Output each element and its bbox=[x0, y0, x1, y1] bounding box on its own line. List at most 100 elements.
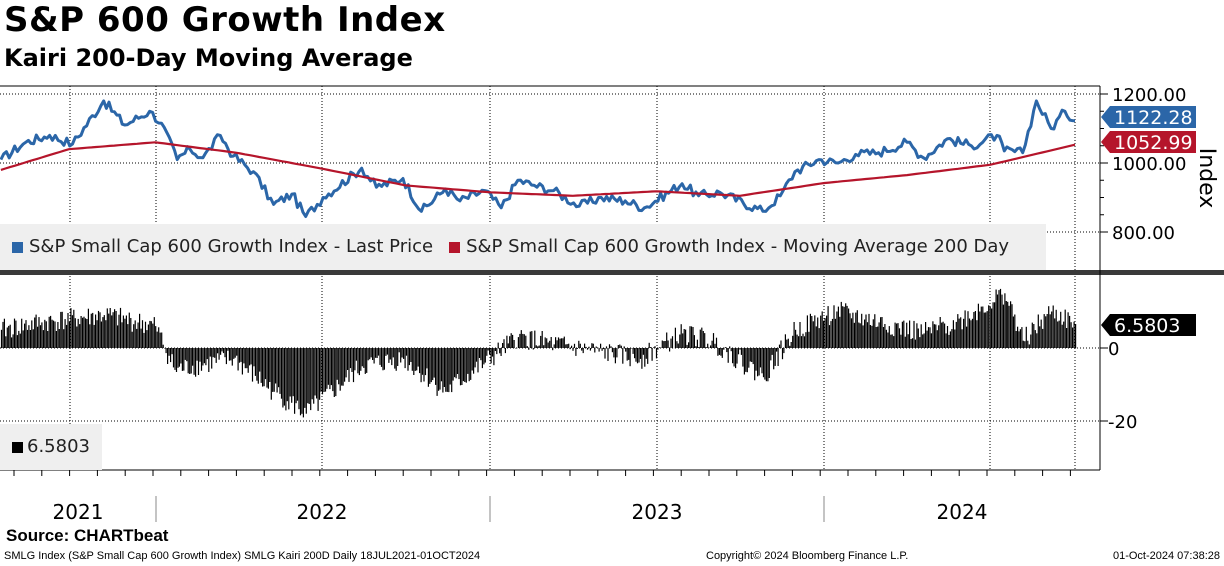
kairi-bar bbox=[233, 348, 235, 359]
kairi-bar bbox=[654, 346, 656, 348]
kairi-bar bbox=[935, 324, 937, 348]
kairi-bar bbox=[217, 348, 219, 354]
kairi-bar bbox=[970, 320, 972, 348]
kairi-bar bbox=[614, 348, 616, 364]
kairi-value-tag-text: 6.5803 bbox=[1114, 315, 1180, 337]
kairi-bar bbox=[961, 329, 963, 348]
kairi-bar bbox=[693, 335, 695, 348]
kairi-bar bbox=[1022, 340, 1024, 348]
kairi-bar bbox=[800, 336, 803, 348]
kairi-bar bbox=[757, 348, 759, 377]
kairi-bar bbox=[292, 348, 294, 397]
kairi-bar bbox=[592, 343, 594, 348]
kairi-bar bbox=[568, 343, 570, 348]
kairi-bar bbox=[294, 348, 296, 414]
kairi-bar bbox=[648, 342, 650, 348]
kairi-bar bbox=[638, 348, 640, 363]
kairi-bar bbox=[31, 320, 33, 348]
kairi-bar bbox=[373, 348, 375, 364]
kairi-bar bbox=[642, 348, 644, 355]
kairi-bar bbox=[811, 316, 813, 348]
kairi-bar bbox=[489, 348, 491, 355]
kairi-bar bbox=[594, 348, 596, 353]
kairi-bar bbox=[28, 325, 30, 348]
kairi-bar bbox=[754, 348, 756, 381]
kairi-bar bbox=[230, 348, 232, 361]
kairi-bar bbox=[149, 320, 151, 348]
kairi-bar bbox=[285, 348, 287, 411]
year-label: 2021 bbox=[53, 500, 104, 524]
kairi-bar bbox=[397, 348, 399, 366]
kairi-bar bbox=[433, 348, 435, 378]
kairi-bar bbox=[682, 333, 684, 348]
kairi-bar bbox=[296, 348, 299, 401]
kairi-bar bbox=[712, 333, 715, 348]
source-note: Source: CHARTbeat bbox=[6, 526, 169, 545]
kairi-bar bbox=[690, 326, 693, 348]
kairi-bar bbox=[167, 348, 169, 364]
kairi-bar bbox=[823, 320, 825, 348]
kairi-bar bbox=[1030, 334, 1032, 348]
kairi-bar bbox=[467, 348, 469, 374]
legend-swatch bbox=[12, 441, 23, 453]
kairi-bar bbox=[307, 348, 309, 404]
kairi-bar bbox=[930, 333, 932, 348]
kairi-bar bbox=[349, 348, 352, 369]
kairi-bar bbox=[620, 345, 622, 348]
kairi-bar bbox=[820, 315, 822, 348]
kairi-bar bbox=[914, 339, 916, 348]
kairi-bar bbox=[983, 312, 985, 348]
kairi-bar bbox=[333, 348, 335, 397]
kairi-bar bbox=[99, 312, 101, 348]
kairi-bar bbox=[86, 319, 88, 348]
kairi-bar bbox=[552, 348, 554, 351]
kairi-bar bbox=[64, 319, 66, 348]
kairi-bar bbox=[821, 311, 823, 348]
kairi-bar bbox=[563, 336, 565, 348]
kairi-bar bbox=[352, 348, 355, 383]
kairi-bar bbox=[161, 332, 163, 348]
kairi-bar bbox=[327, 348, 329, 385]
kairi-bar bbox=[442, 348, 444, 393]
kairi-bar bbox=[929, 327, 931, 348]
upper-axis-label: Index bbox=[1194, 148, 1219, 209]
kairi-bar bbox=[459, 348, 462, 386]
kairi-bar bbox=[89, 324, 91, 348]
kairi-bar bbox=[269, 348, 271, 382]
kairi-bar bbox=[407, 348, 409, 371]
kairi-bar bbox=[588, 346, 590, 348]
kairi-bar bbox=[941, 322, 943, 348]
year-label: 2022 bbox=[297, 500, 348, 524]
kairi-bar bbox=[532, 348, 534, 350]
kairi-bar bbox=[538, 345, 540, 348]
kairi-bar bbox=[329, 348, 331, 390]
kairi-bar bbox=[954, 329, 956, 348]
kairi-bar bbox=[502, 343, 504, 348]
kairi-bar bbox=[50, 315, 52, 348]
kairi-bar bbox=[688, 342, 690, 348]
kairi-bar bbox=[1015, 331, 1017, 348]
kairi-bar bbox=[834, 318, 836, 348]
kairi-bar bbox=[644, 348, 646, 367]
kairi-bar bbox=[259, 348, 261, 372]
kairi-bar bbox=[664, 341, 666, 348]
kairi-bar bbox=[994, 302, 996, 348]
kairi-bar bbox=[992, 302, 994, 348]
legend-label: S&P Small Cap 600 Growth Index - Last Pr… bbox=[29, 236, 434, 257]
kairi-bar bbox=[68, 321, 71, 348]
kairi-bar bbox=[1057, 321, 1059, 348]
upper-tick-label: 1000.00 bbox=[1112, 154, 1186, 175]
kairi-bar bbox=[925, 322, 927, 348]
kairi-bar bbox=[770, 348, 772, 361]
kairi-bar bbox=[347, 348, 349, 370]
kairi-bar bbox=[186, 348, 188, 362]
kairi-bar bbox=[778, 344, 781, 348]
kairi-bar bbox=[824, 318, 826, 348]
kairi-bar bbox=[608, 344, 611, 348]
kairi-bar bbox=[882, 327, 885, 348]
kairi-bar bbox=[768, 348, 770, 378]
kairi-bar bbox=[628, 348, 630, 360]
kairi-bar bbox=[218, 348, 220, 360]
kairi-bar bbox=[798, 336, 800, 348]
kairi-bar bbox=[369, 348, 371, 360]
